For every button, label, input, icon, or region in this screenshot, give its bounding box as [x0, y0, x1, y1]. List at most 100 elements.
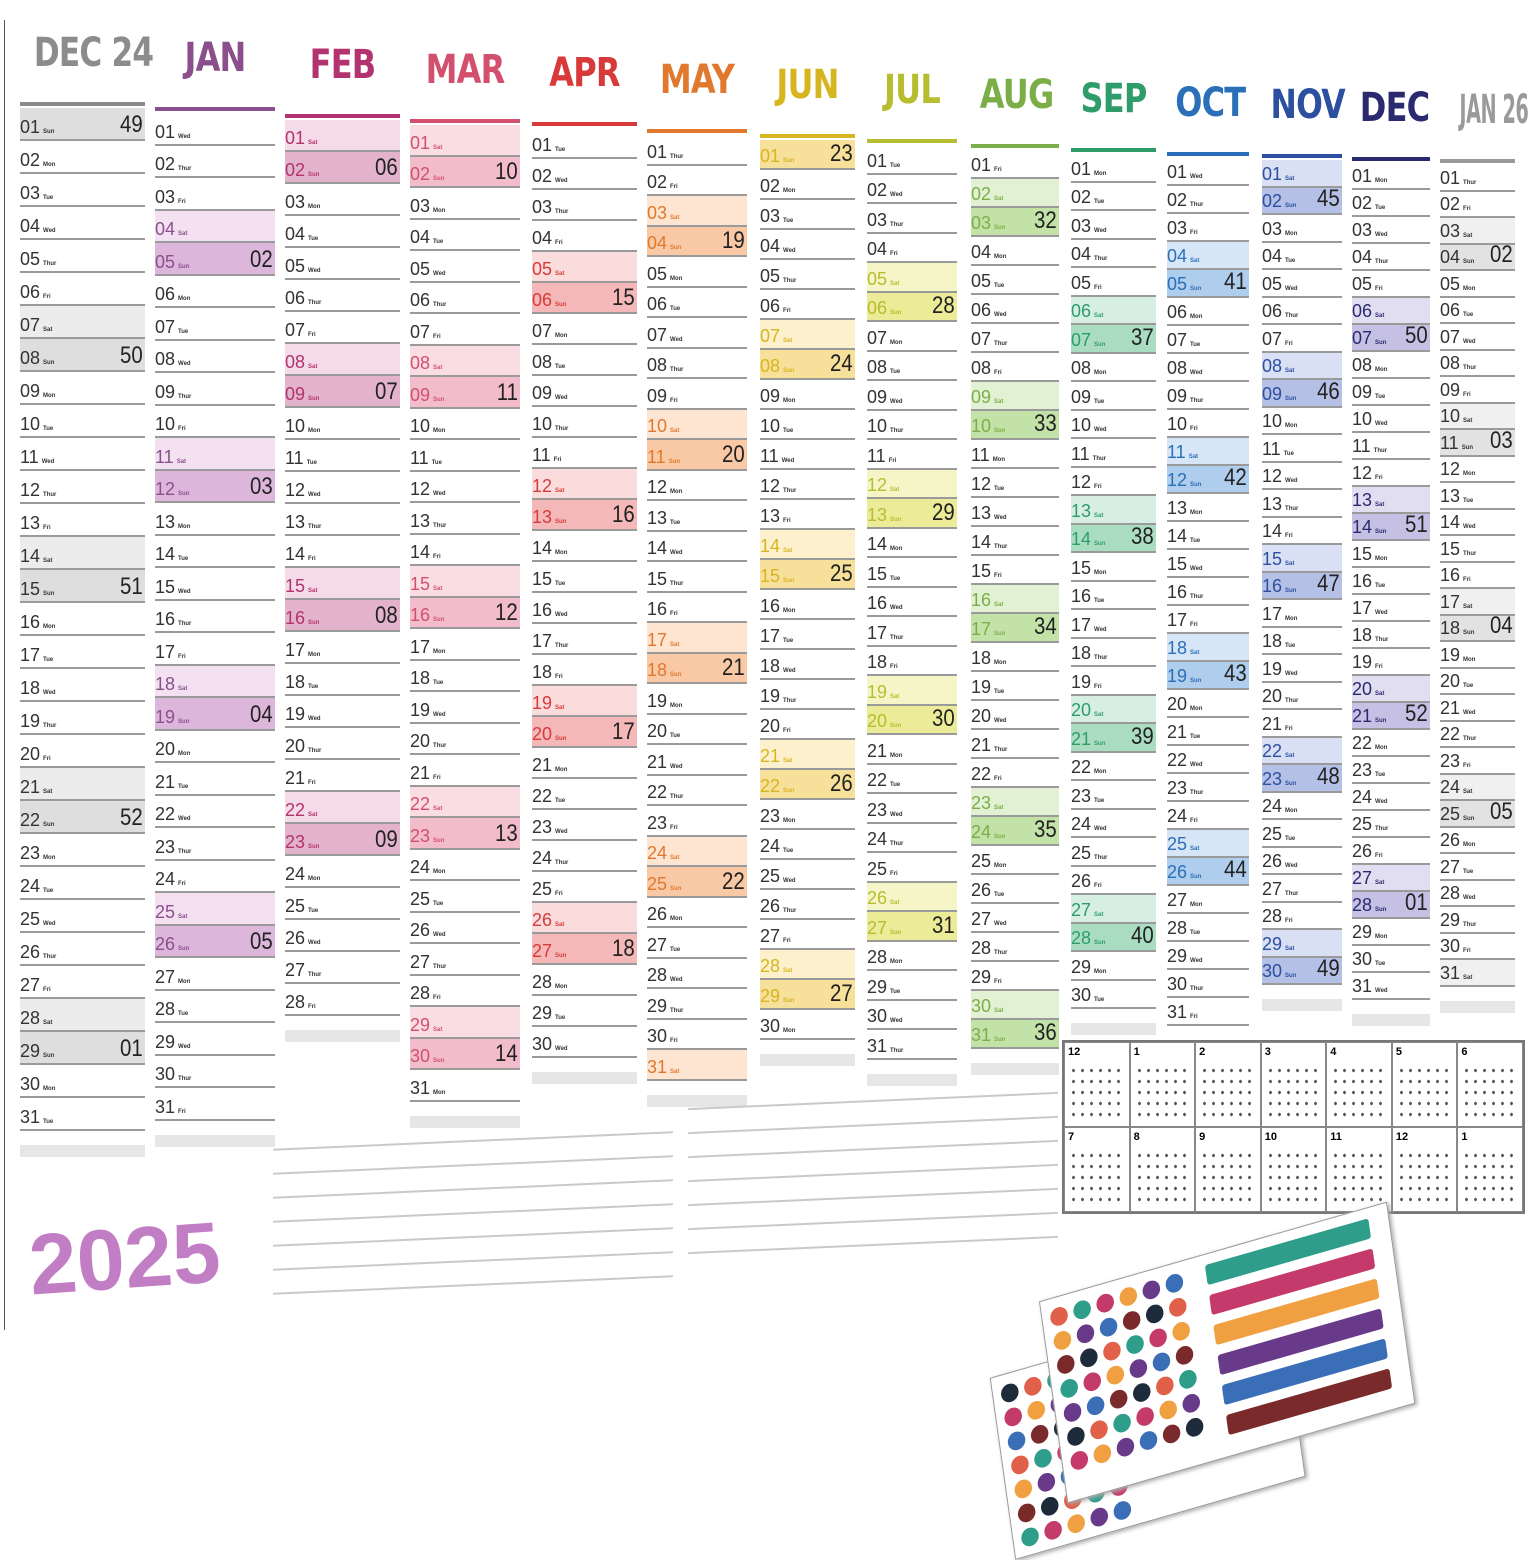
day-row[interactable]: 03 Thur	[867, 204, 957, 234]
day-row[interactable]: 01 Mon	[1352, 163, 1430, 190]
day-row[interactable]: 21 Fri	[410, 755, 520, 787]
day-row[interactable]: 17 Mon	[1262, 600, 1342, 628]
day-row[interactable]: 30 Sun 14	[410, 1038, 520, 1070]
day-row[interactable]: 21 Sat	[760, 740, 855, 770]
day-row[interactable]: 01 Sat	[410, 125, 520, 157]
day-row[interactable]: 29 Thur	[1440, 907, 1515, 934]
day-row[interactable]: 22 Mon	[1071, 753, 1156, 781]
day-row[interactable]: 21 Tue	[155, 763, 275, 796]
day-row[interactable]: 08 Sun 24	[760, 350, 855, 380]
day-row[interactable]: 21 Thur	[971, 730, 1059, 759]
day-row[interactable]: 18 Sat	[1167, 634, 1249, 662]
day-row[interactable]: 20 Mon	[155, 731, 275, 763]
day-row[interactable]: 09 Sat	[971, 382, 1059, 411]
day-row[interactable]: 12 Sun 42	[1167, 464, 1249, 494]
day-row[interactable]: 27 Tue	[647, 928, 747, 959]
day-row[interactable]: 25 Sat	[155, 893, 275, 926]
day-row[interactable]: 08 Sat	[285, 344, 400, 376]
day-row[interactable]: 21 Fri	[285, 760, 400, 792]
day-row[interactable]: 11 Thur	[1352, 433, 1430, 460]
day-row[interactable]: 01 Wed	[155, 113, 275, 146]
day-row[interactable]: 19 Sun 04	[155, 698, 275, 731]
day-row[interactable]: 12 Sun 03	[155, 470, 275, 503]
day-row[interactable]: 13 Thur	[1262, 490, 1342, 518]
day-row[interactable]: 22 Thur	[1440, 722, 1515, 748]
day-row[interactable]: 13 Fri	[760, 500, 855, 530]
day-row[interactable]: 23 Sun 09	[285, 824, 400, 856]
day-row[interactable]: 05 Wed	[1262, 270, 1342, 298]
day-row[interactable]: 17 Tue	[20, 636, 145, 669]
day-row[interactable]: 27 Wed	[971, 904, 1059, 933]
day-row[interactable]: 14 Mon	[867, 529, 957, 558]
day-row[interactable]: 06 Sat	[1352, 298, 1430, 325]
day-row[interactable]: 04 Fri	[532, 221, 637, 252]
day-row[interactable]: 08 Tue	[867, 352, 957, 381]
day-row[interactable]: 09 Mon	[760, 380, 855, 410]
day-row[interactable]: 08 Mon	[1071, 354, 1156, 382]
day-row[interactable]: 14 Wed	[647, 532, 747, 562]
day-row[interactable]: 23 Sun 13	[410, 818, 520, 850]
day-row[interactable]: 28 Sat	[20, 999, 145, 1032]
day-row[interactable]: 02 Sun 06	[285, 152, 400, 184]
day-row[interactable]: 31 Fri	[1167, 998, 1249, 1026]
day-row[interactable]: 03 Tue	[760, 200, 855, 230]
day-row[interactable]: 25 Sun 05	[1440, 798, 1515, 828]
day-row[interactable]: 19 Wed	[285, 696, 400, 728]
day-row[interactable]: 26 Sun 05	[155, 925, 275, 958]
day-row[interactable]: 21 Sun 52	[1352, 700, 1430, 730]
day-row[interactable]: 01 Sun 23	[760, 140, 855, 170]
day-row[interactable]: 24 Mon	[410, 850, 520, 881]
day-row[interactable]: 16 Sun 47	[1262, 570, 1342, 600]
day-row[interactable]: 08 Mon	[1352, 352, 1430, 379]
day-row[interactable]: 09 Thur	[155, 373, 275, 406]
day-row[interactable]: 13 Wed	[971, 498, 1059, 527]
day-row[interactable]: 20 Sat	[1352, 676, 1430, 703]
day-row[interactable]: 04 Mon	[971, 237, 1059, 266]
day-row[interactable]: 22 Mon	[1352, 730, 1430, 757]
day-row[interactable]: 12 Wed	[285, 472, 400, 504]
day-row[interactable]: 02 Sat	[971, 179, 1059, 208]
day-row[interactable]: 17 Wed	[1071, 610, 1156, 639]
day-row[interactable]: 08 Fri	[971, 353, 1059, 382]
day-row[interactable]: 09 Fri	[1440, 377, 1515, 404]
day-row[interactable]: 25 Fri	[532, 872, 637, 903]
day-row[interactable]: 12 Fri	[1071, 468, 1156, 496]
day-row[interactable]: 15 Wed	[155, 568, 275, 601]
day-row[interactable]: 06 Mon	[155, 276, 275, 308]
day-row[interactable]: 19 Fri	[1071, 667, 1156, 696]
day-row[interactable]: 08 Wed	[1167, 354, 1249, 382]
day-row[interactable]: 18 Wed	[20, 669, 145, 702]
day-row[interactable]: 06 Sun 15	[532, 283, 637, 314]
day-row[interactable]: 28 Tue	[1167, 914, 1249, 942]
day-row[interactable]: 01 Tue	[532, 128, 637, 159]
day-row[interactable]: 11 Thur	[1071, 439, 1156, 468]
day-row[interactable]: 13 Mon	[1167, 494, 1249, 522]
day-row[interactable]: 15 Wed	[1167, 550, 1249, 578]
day-row[interactable]: 31 Sat	[1440, 960, 1515, 987]
day-row[interactable]: 30 Sat	[971, 991, 1059, 1020]
day-row[interactable]: 05 Thur	[20, 240, 145, 273]
day-row[interactable]: 04 Thur	[1352, 244, 1430, 271]
day-row[interactable]: 22 Sat	[1262, 737, 1342, 765]
day-row[interactable]: 02 Tue	[1352, 190, 1430, 217]
day-row[interactable]: 26 Sun 44	[1167, 856, 1249, 886]
day-row[interactable]: 28 Wed	[1440, 881, 1515, 907]
day-row[interactable]: 07 Sun 37	[1071, 324, 1156, 354]
day-row[interactable]: 30 Thur	[155, 1056, 275, 1088]
day-row[interactable]: 20 Thur	[410, 724, 520, 755]
day-row[interactable]: 09 Wed	[867, 381, 957, 411]
day-row[interactable]: 18 Tue	[410, 661, 520, 692]
day-row[interactable]: 22 Sun 52	[20, 801, 145, 834]
day-row[interactable]: 31 Wed	[1352, 973, 1430, 1000]
day-row[interactable]: 13 Sun 29	[867, 499, 957, 529]
day-row[interactable]: 17 Thur	[867, 617, 957, 647]
day-row[interactable]: 24 Wed	[1352, 784, 1430, 811]
day-row[interactable]: 09 Thur	[1167, 382, 1249, 410]
day-row[interactable]: 22 Wed	[155, 796, 275, 828]
day-row[interactable]: 04 Sat	[1167, 242, 1249, 270]
day-row[interactable]: 26 Sat	[867, 882, 957, 912]
day-row[interactable]: 27 Fri	[760, 920, 855, 950]
day-row[interactable]: 16 Fri	[1440, 563, 1515, 589]
day-row[interactable]: 21 Fri	[1262, 710, 1342, 738]
day-row[interactable]: 15 Sat	[1262, 545, 1342, 573]
